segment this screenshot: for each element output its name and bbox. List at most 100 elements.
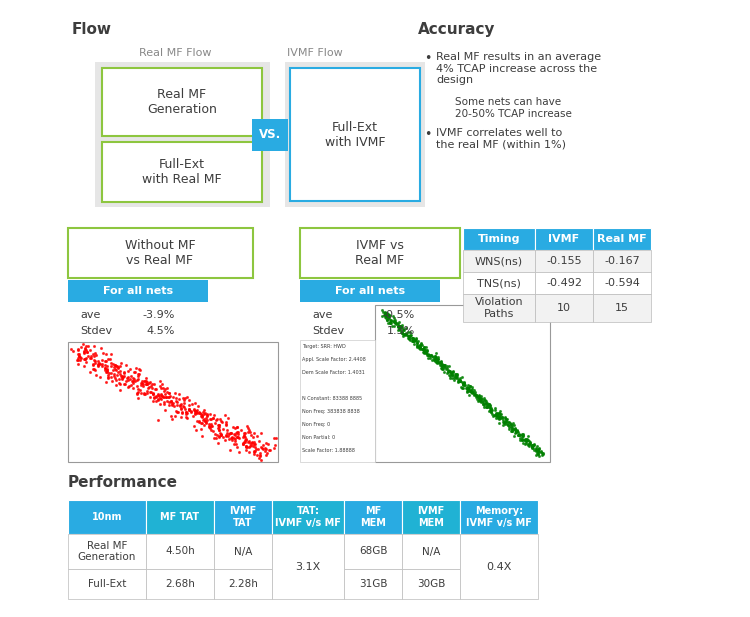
Point <box>147 389 159 399</box>
Point <box>200 417 212 427</box>
Point <box>441 363 453 373</box>
Text: Non Partial: 0: Non Partial: 0 <box>302 435 335 440</box>
Point <box>205 414 217 424</box>
Point <box>496 413 508 423</box>
Point <box>256 428 268 438</box>
Point <box>429 352 441 362</box>
Point <box>208 413 220 423</box>
Bar <box>102 142 262 202</box>
Point <box>396 328 408 338</box>
Point <box>201 410 213 420</box>
Point <box>519 439 531 449</box>
Point <box>176 403 188 413</box>
Point <box>416 340 428 350</box>
Point <box>135 387 147 397</box>
Point <box>256 440 268 450</box>
Point <box>490 409 502 419</box>
Point <box>494 412 506 421</box>
Point <box>209 429 221 439</box>
Point <box>520 435 532 445</box>
Text: 1.3%: 1.3% <box>387 326 415 336</box>
Point <box>517 439 529 449</box>
Point <box>445 368 457 378</box>
Point <box>464 381 476 391</box>
Point <box>88 355 101 365</box>
Text: IVMF: IVMF <box>548 234 580 244</box>
Point <box>472 392 484 402</box>
Text: Stdev: Stdev <box>80 326 112 336</box>
Point <box>532 449 544 458</box>
Point <box>180 413 192 423</box>
Point <box>520 434 532 444</box>
Point <box>240 441 252 450</box>
Point <box>226 428 238 438</box>
Point <box>509 424 520 434</box>
Point <box>221 425 233 435</box>
Point <box>105 358 117 368</box>
Point <box>472 395 484 405</box>
Point <box>88 352 100 362</box>
Point <box>397 321 409 331</box>
Point <box>129 376 141 386</box>
Point <box>448 375 460 385</box>
Point <box>500 415 512 424</box>
Point <box>414 340 426 350</box>
Point <box>155 394 167 404</box>
Point <box>229 436 241 446</box>
Point <box>500 416 512 426</box>
Point <box>522 431 534 441</box>
Point <box>110 375 122 385</box>
Point <box>78 348 90 358</box>
Point <box>141 379 153 389</box>
Point <box>504 420 516 430</box>
Point <box>514 435 526 445</box>
Point <box>511 425 523 435</box>
Point <box>102 370 114 379</box>
Point <box>195 409 207 419</box>
Point <box>115 358 127 368</box>
Point <box>417 347 429 357</box>
Point <box>457 378 469 388</box>
Point <box>246 437 258 447</box>
Point <box>74 355 86 365</box>
Point <box>466 387 478 397</box>
Point <box>422 354 434 363</box>
Point <box>116 374 128 384</box>
Point <box>410 334 422 344</box>
Point <box>87 349 99 359</box>
Point <box>536 450 548 460</box>
Point <box>150 384 162 394</box>
Point <box>441 368 453 378</box>
Point <box>477 397 489 407</box>
Point <box>115 371 127 381</box>
Point <box>452 373 464 383</box>
Point <box>173 394 185 404</box>
Point <box>181 392 193 402</box>
Point <box>454 375 466 385</box>
Point <box>526 441 538 451</box>
Point <box>213 420 225 430</box>
Point <box>208 410 220 420</box>
Point <box>448 366 460 376</box>
Point <box>124 363 136 373</box>
Point <box>130 363 142 373</box>
Point <box>394 321 406 331</box>
Point <box>489 403 501 413</box>
Point <box>211 414 223 424</box>
Point <box>166 414 178 424</box>
Point <box>134 378 146 388</box>
Point <box>67 346 79 356</box>
Bar <box>402 534 460 569</box>
Point <box>247 441 259 450</box>
Point <box>532 449 544 458</box>
Point <box>190 406 202 416</box>
Point <box>454 373 466 383</box>
Point <box>406 333 418 343</box>
Point <box>477 400 489 410</box>
Point <box>178 395 190 405</box>
Point <box>420 342 432 352</box>
Point <box>392 318 404 328</box>
Point <box>502 414 514 424</box>
Point <box>140 376 152 386</box>
Point <box>381 311 393 321</box>
